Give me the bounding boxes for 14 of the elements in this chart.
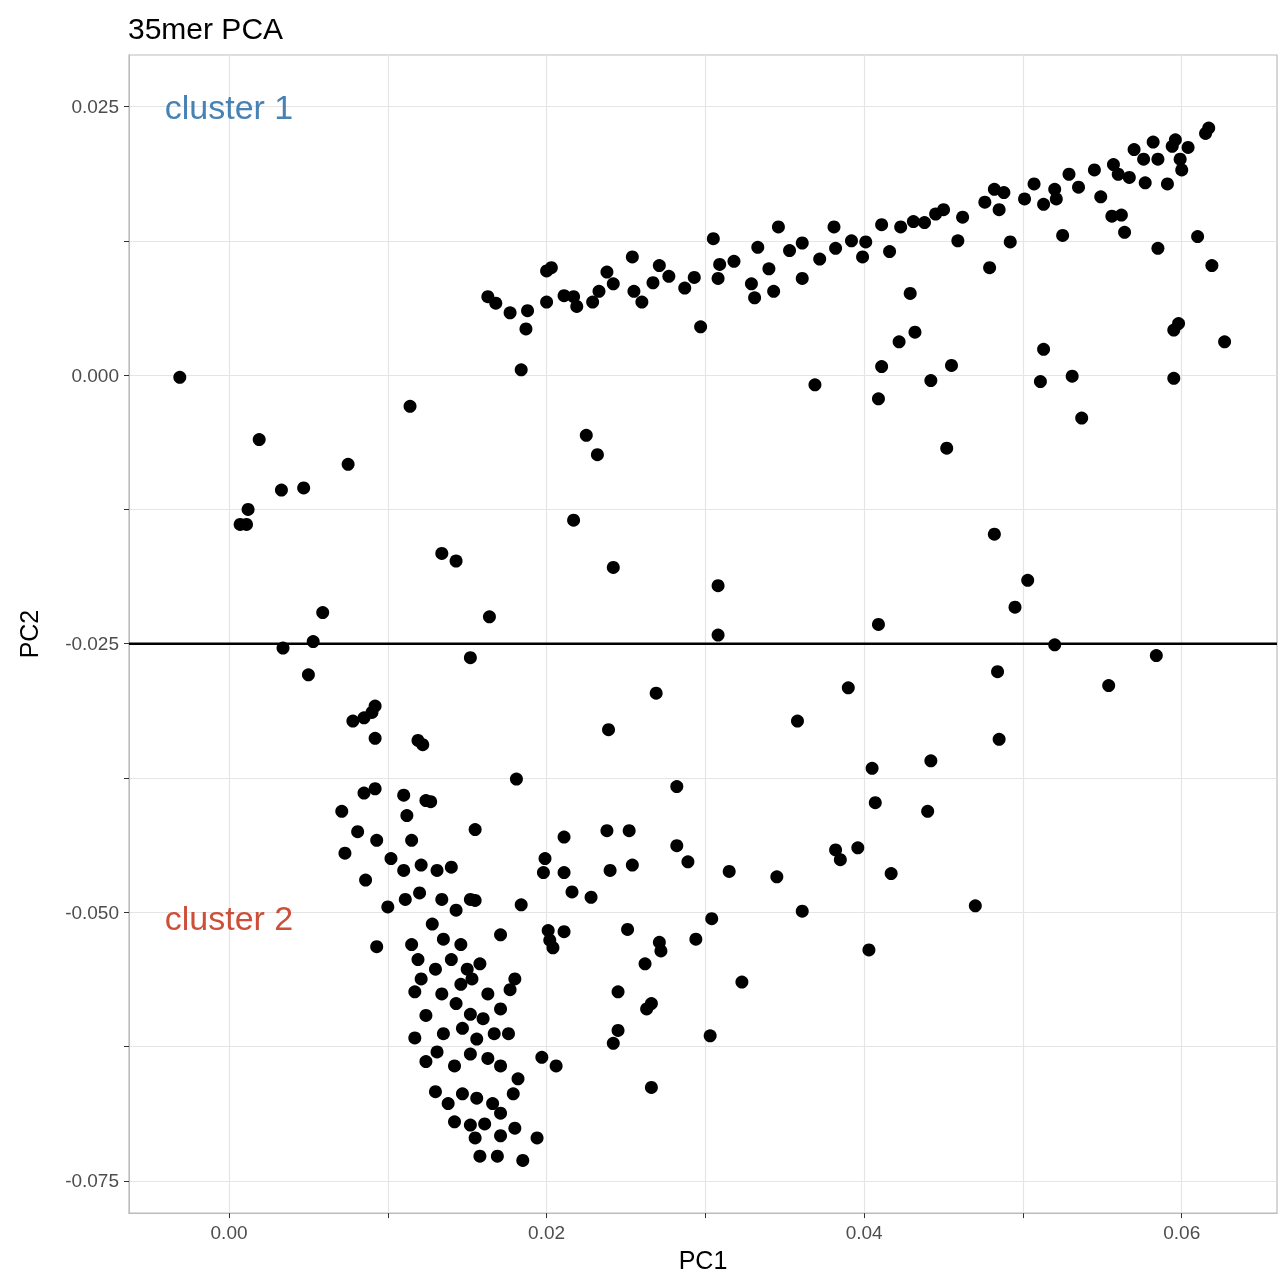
y-tick-label: 0.000 [71, 364, 119, 386]
x-axis-title: PC1 [678, 1245, 728, 1274]
y-axis-title: PC2 [14, 609, 43, 659]
x-tick-label: 0.00 [210, 1222, 248, 1244]
y-tick-label: -0.075 [65, 1170, 119, 1192]
y-tick-label: -0.050 [65, 901, 119, 923]
y-tick-label: 0.025 [71, 96, 119, 118]
annotation: cluster 2 [164, 898, 294, 937]
annotation: cluster 1 [164, 88, 294, 127]
y-tick-label: -0.025 [65, 633, 119, 655]
x-tick-label: 0.06 [1163, 1222, 1201, 1244]
x-tick-label: 0.02 [528, 1222, 566, 1244]
x-tick-label: 0.04 [845, 1222, 884, 1244]
chart-title: 35mer PCA [128, 11, 284, 45]
